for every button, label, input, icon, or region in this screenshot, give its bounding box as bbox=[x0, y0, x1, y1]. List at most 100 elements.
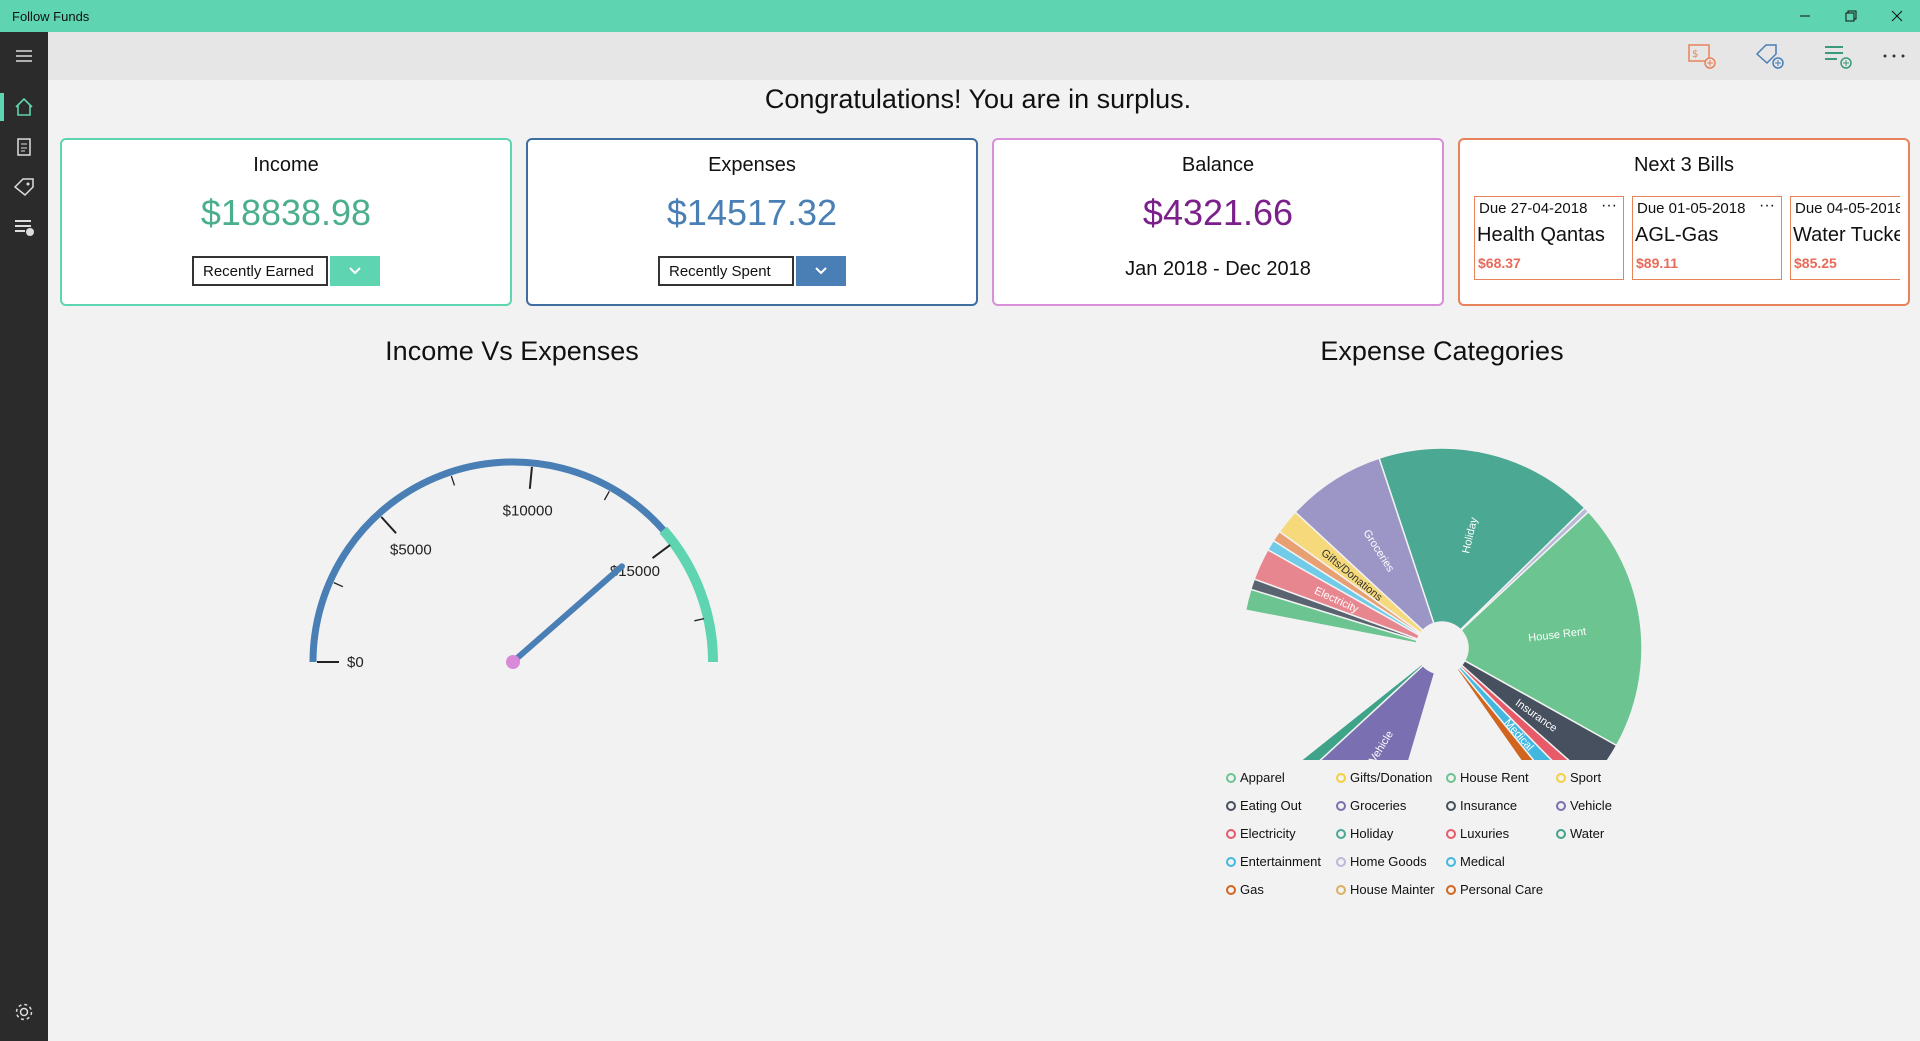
legend-item[interactable]: Groceries bbox=[1336, 798, 1406, 813]
legend-label: Sport bbox=[1570, 770, 1602, 785]
restore-button[interactable] bbox=[1828, 0, 1874, 32]
expenses-amount: $14517.32 bbox=[666, 192, 838, 233]
legend-item[interactable]: Luxuries bbox=[1446, 826, 1509, 841]
invoice-icon bbox=[17, 138, 31, 156]
legend-marker bbox=[1336, 856, 1346, 867]
sidebar bbox=[0, 32, 48, 1041]
bills-card: Next 3 Bills Due 27-04-2018 ··· Health Q… bbox=[1458, 138, 1910, 306]
pie-slice[interactable] bbox=[1378, 447, 1586, 631]
pie-slice[interactable] bbox=[1455, 667, 1568, 760]
legend-item[interactable]: Electricity bbox=[1226, 826, 1296, 841]
title-bar: Follow Funds bbox=[0, 0, 1920, 32]
more-button[interactable] bbox=[1874, 38, 1914, 74]
add-income-button[interactable] bbox=[1818, 38, 1858, 74]
legend-item[interactable]: Medical bbox=[1446, 854, 1505, 869]
restore-icon bbox=[1845, 10, 1857, 22]
gauge-tick-label: $10000 bbox=[503, 503, 553, 520]
gauge-tick bbox=[528, 466, 533, 489]
legend-item[interactable]: House Mainter bbox=[1336, 882, 1435, 897]
pie-slice[interactable] bbox=[1459, 510, 1643, 747]
expenses-filter-select[interactable]: Recently Spent bbox=[658, 256, 794, 286]
legend-item[interactable]: House Rent bbox=[1446, 770, 1529, 785]
gear-icon bbox=[15, 1003, 33, 1021]
legend-item[interactable]: Insurance bbox=[1446, 798, 1517, 813]
legend-marker bbox=[1336, 828, 1346, 839]
bill-name: AGL-Gas bbox=[1635, 224, 1719, 246]
bill-more-button[interactable]: ··· bbox=[1601, 197, 1617, 214]
sidebar-item-income[interactable] bbox=[0, 207, 48, 247]
add-bill-icon: $ bbox=[1688, 44, 1716, 69]
legend-item[interactable]: Entertainment bbox=[1226, 854, 1321, 869]
window-controls bbox=[1782, 0, 1920, 32]
legend-marker bbox=[1226, 828, 1236, 839]
bill-name: Health Qantas bbox=[1477, 224, 1605, 246]
sidebar-item-settings[interactable] bbox=[0, 992, 48, 1032]
sidebar-item-expenses[interactable] bbox=[0, 127, 48, 167]
gauge-tick-label: $0 bbox=[347, 654, 364, 671]
bill-more-button[interactable]: ··· bbox=[1759, 197, 1775, 214]
income-filter-select[interactable]: Recently Earned bbox=[192, 256, 328, 286]
legend-item[interactable]: Vehicle bbox=[1556, 798, 1612, 813]
bill-item[interactable]: Due 01-05-2018 ··· AGL-Gas $89.11 bbox=[1632, 196, 1782, 280]
gauge-tick-label: $5000 bbox=[390, 541, 432, 558]
money-list-icon bbox=[15, 220, 34, 236]
gauge-needle bbox=[512, 563, 625, 663]
legend-item[interactable]: Eating Out bbox=[1226, 798, 1301, 813]
bill-due-date: Due 04-05-2018 bbox=[1795, 200, 1900, 217]
legend-label: Medical bbox=[1460, 854, 1505, 869]
close-icon bbox=[1891, 10, 1903, 22]
gauge-income-arc bbox=[659, 526, 718, 663]
income-vs-expenses-gauge: $0$5000$10000$15000 bbox=[309, 458, 718, 671]
sidebar-item-home[interactable] bbox=[0, 87, 48, 127]
hamburger-menu-button[interactable] bbox=[0, 36, 48, 76]
legend-item[interactable]: Home Goods bbox=[1336, 854, 1427, 869]
gauge-title: Income Vs Expenses bbox=[385, 336, 639, 366]
legend-item[interactable]: Personal Care bbox=[1446, 882, 1543, 897]
legend-label: Apparel bbox=[1240, 770, 1285, 785]
legend-item[interactable]: Gifts/Donation bbox=[1336, 770, 1432, 785]
add-expense-icon bbox=[1755, 44, 1784, 69]
expenses-filter-dropdown-button[interactable] bbox=[796, 256, 846, 286]
legend-label: Groceries bbox=[1350, 798, 1407, 813]
pie-slice[interactable] bbox=[1294, 457, 1435, 632]
bill-due-date: Due 01-05-2018 bbox=[1637, 200, 1746, 217]
pie-slice[interactable] bbox=[1295, 664, 1436, 760]
income-filter-dropdown-button[interactable] bbox=[330, 256, 380, 286]
legend-item[interactable]: Gas bbox=[1226, 882, 1264, 897]
gauge-tick bbox=[694, 617, 705, 622]
surplus-message: Congratulations! You are in surplus. bbox=[764, 84, 1192, 114]
legend-marker bbox=[1446, 856, 1456, 867]
legend-marker bbox=[1336, 884, 1346, 895]
minimize-button[interactable] bbox=[1782, 0, 1828, 32]
chart-legend: Apparel Eating Out Electricity Entertainmen… bbox=[1226, 770, 1646, 910]
legend-item[interactable]: Water bbox=[1556, 826, 1604, 841]
add-bill-button[interactable]: $ bbox=[1682, 38, 1722, 74]
legend-marker bbox=[1226, 884, 1236, 895]
sidebar-item-bills[interactable] bbox=[0, 167, 48, 207]
legend-item[interactable]: Sport bbox=[1556, 770, 1601, 785]
legend-marker bbox=[1226, 772, 1236, 783]
close-button[interactable] bbox=[1874, 0, 1920, 32]
bill-amount: $89.11 bbox=[1636, 255, 1679, 271]
legend-label: Gifts/Donation bbox=[1350, 770, 1433, 785]
bill-due-date: Due 27-04-2018 bbox=[1479, 200, 1588, 217]
chevron-down-icon bbox=[815, 267, 827, 275]
balance-title: Balance bbox=[1181, 154, 1255, 176]
legend-marker bbox=[1226, 800, 1236, 811]
bill-amount: $68.37 bbox=[1478, 255, 1521, 271]
legend-item[interactable]: Holiday bbox=[1336, 826, 1393, 841]
add-expense-button[interactable] bbox=[1750, 38, 1790, 74]
legend-marker bbox=[1446, 828, 1456, 839]
bill-item[interactable]: Due 27-04-2018 ··· Health Qantas $68.37 bbox=[1474, 196, 1624, 280]
legend-label: Water bbox=[1570, 826, 1605, 841]
expenses-card: Expenses $14517.32 Recently Spent bbox=[526, 138, 978, 306]
legend-item[interactable]: Apparel bbox=[1226, 770, 1285, 785]
legend-marker bbox=[1556, 800, 1566, 811]
balance-card: Balance $4321.66 Jan 2018 - Dec 2018 bbox=[992, 138, 1444, 306]
legend-label: Holiday bbox=[1350, 826, 1394, 841]
expenses-title: Expenses bbox=[708, 154, 796, 176]
balance-amount: $4321.66 bbox=[1142, 192, 1294, 233]
pie-slice[interactable] bbox=[1286, 663, 1424, 760]
bill-item[interactable]: Due 04-05-2018 ··· Water Tucker $85.25 bbox=[1790, 196, 1900, 280]
